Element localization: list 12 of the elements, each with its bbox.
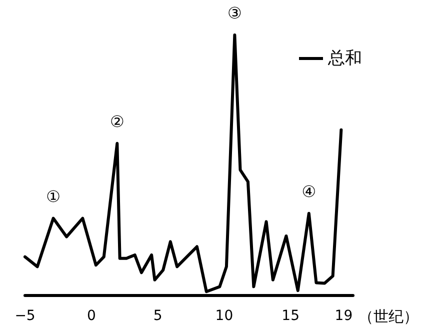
annotation: ④ [302, 182, 316, 201]
x-tick-label: 15 [282, 308, 300, 324]
x-tick-label: 19 [334, 308, 353, 324]
annotation: ③ [228, 4, 242, 22]
x-tick-label: 5 [153, 308, 162, 324]
x-tick-label: −5 [14, 308, 36, 324]
x-tick-label: 10 [215, 308, 234, 324]
x-tick-label: 0 [86, 308, 96, 324]
legend-label: 总和 [327, 48, 362, 68]
annotation: ① [46, 186, 60, 206]
annotation: ② [110, 112, 124, 131]
x-axis-title: （世纪） [358, 308, 419, 326]
